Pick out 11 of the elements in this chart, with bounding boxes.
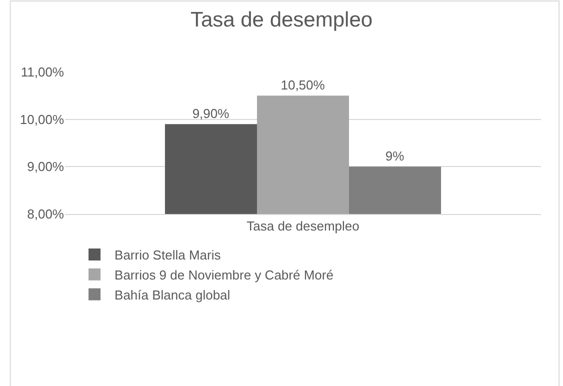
legend-label: Bahía Blanca global — [114, 287, 230, 302]
chart-title: Tasa de desempleo — [190, 8, 373, 32]
y-tick-label: 10,00% — [20, 112, 64, 127]
data-label: 9% — [385, 148, 405, 164]
y-tick-label: 11,00% — [20, 64, 64, 80]
data-label: 10,50% — [280, 78, 326, 93]
y-tick-label: 9,00% — [27, 159, 64, 174]
y-tick-label: 8,00% — [27, 206, 64, 222]
data-label: 9,90% — [192, 106, 230, 122]
legend-label: Barrio Stella Maris — [114, 248, 222, 263]
legend-label: Barrios 9 de Noviembre y Cabré Moré — [114, 267, 334, 282]
